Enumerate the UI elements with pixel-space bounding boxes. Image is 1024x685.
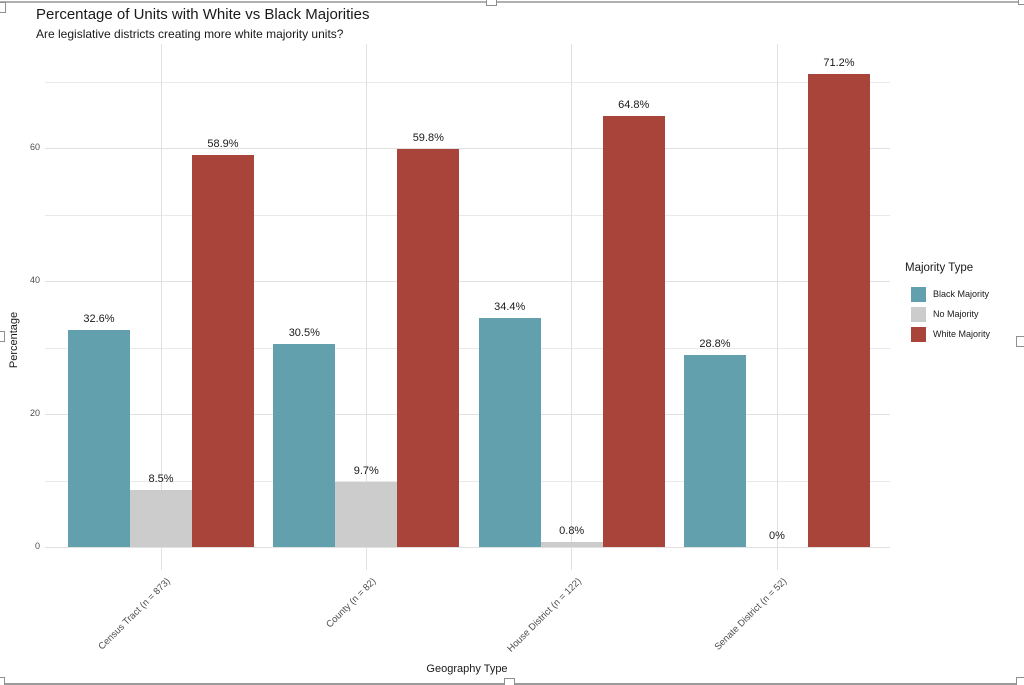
y-tick-label-20: 20 — [29, 408, 40, 418]
bar-label-black-majority-2: 34.4% — [494, 301, 526, 314]
resize-handle-top-center[interactable] — [486, 0, 497, 6]
gridline-minor-y30 — [45, 347, 890, 349]
x-tick-label-3: Senate District (n = 52) — [712, 576, 789, 653]
bar-label-white-majority-1: 59.8% — [412, 132, 444, 145]
y-tick-label-40: 40 — [29, 275, 40, 285]
x-tick-label-2: House District (n = 122) — [504, 576, 584, 655]
resize-handle-bottom-center[interactable] — [504, 678, 515, 685]
plot-panel: 32.6% 30.5% 34.4% 28.8% 8.5% 9.7% 0.8% 0% 58.9% 5… — [45, 44, 890, 570]
legend-swatch-0 — [911, 286, 926, 302]
bar-label-white-majority-2: 64.8% — [618, 99, 650, 112]
gridline-minor-y70 — [45, 81, 890, 83]
legend-label-2: White Majority — [933, 329, 991, 339]
legend-title: Majority Type — [905, 262, 974, 274]
gridline-minor-y50 — [45, 214, 890, 216]
legend-swatch-2 — [911, 326, 926, 342]
gridline-vertical-1 — [365, 44, 367, 570]
legend-items: Black Majority No Majority White Majority — [905, 284, 990, 344]
legend-swatch-1 — [911, 306, 926, 322]
bar-label-black-majority-1: 30.5% — [288, 327, 320, 340]
resize-handle-bottom-left[interactable] — [0, 677, 5, 685]
resize-handle-left-middle[interactable] — [0, 331, 5, 342]
gridline-minor-y10 — [45, 480, 890, 482]
bar-label-white-majority-3: 71.2% — [823, 56, 855, 69]
y-tick-label-0: 0 — [34, 541, 40, 551]
bar-no-majority-1 — [335, 482, 398, 547]
bar-black-majority-2 — [478, 318, 541, 547]
bar-label-no-majority-0: 8.5% — [148, 473, 174, 486]
bar-white-majority-0 — [192, 155, 254, 547]
resize-handle-top-right[interactable] — [1018, 0, 1024, 5]
legend: Majority Type Black Majority No Majority W… — [905, 262, 990, 344]
gridline-vertical-0 — [160, 44, 162, 570]
resize-handle-right-middle[interactable] — [1016, 336, 1024, 347]
bar-white-majority-3 — [808, 73, 870, 547]
bar-label-white-majority-0: 58.9% — [207, 138, 239, 151]
y-axis-title: Percentage — [8, 311, 20, 369]
bar-label-no-majority-2: 0.8% — [559, 524, 585, 537]
resize-handle-bottom-right[interactable] — [1016, 677, 1024, 685]
gridline-vertical-3 — [776, 44, 778, 570]
selection-border-top — [0, 1, 1024, 3]
bar-label-black-majority-0: 32.6% — [83, 313, 115, 326]
gridline-major-y40 — [45, 281, 890, 282]
chart-subtitle: Are legislative districts creating more … — [36, 27, 344, 41]
bar-label-black-majority-3: 28.8% — [699, 338, 731, 351]
bar-black-majority-0 — [68, 330, 130, 547]
x-tick-label-0: Census Tract (n = 873) — [96, 576, 173, 653]
x-axis-title: Geography Type — [426, 663, 508, 675]
legend-item-white-majority: White Majority — [905, 324, 990, 344]
legend-item-no-majority: No Majority — [905, 304, 990, 324]
bar-no-majority-0 — [130, 490, 192, 547]
resize-handle-top-left[interactable] — [0, 2, 6, 13]
gridline-major-y60 — [45, 148, 890, 149]
legend-label-0: Black Majority — [933, 289, 990, 299]
bar-black-majority-1 — [273, 344, 336, 547]
bar-white-majority-1 — [397, 149, 460, 547]
gridline-vertical-2 — [571, 44, 573, 570]
bar-label-no-majority-1: 9.7% — [353, 465, 379, 478]
bar-black-majority-3 — [684, 355, 746, 547]
legend-label-1: No Majority — [933, 309, 979, 319]
bar-no-majority-2 — [540, 541, 603, 547]
x-tick-label-1: County (n = 82) — [323, 576, 379, 631]
gridline-major-y20 — [45, 414, 890, 415]
gridline-major-y0 — [45, 547, 890, 548]
chart-title: Percentage of Units with White vs Black … — [36, 6, 370, 23]
legend-item-black-majority: Black Majority — [905, 284, 990, 304]
bar-white-majority-2 — [602, 116, 665, 547]
bar-label-no-majority-3: 0% — [769, 530, 785, 542]
y-tick-label-60: 60 — [29, 142, 40, 152]
